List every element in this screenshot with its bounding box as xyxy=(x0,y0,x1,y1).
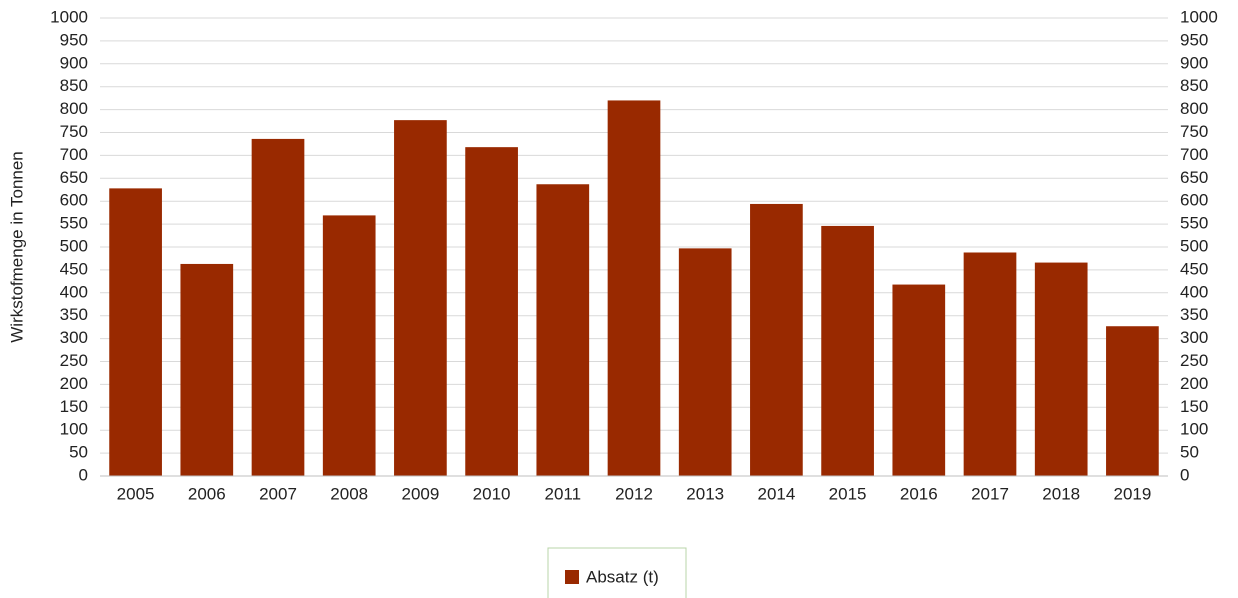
x-tick-label: 2006 xyxy=(188,484,226,503)
x-tick-label: 2019 xyxy=(1113,484,1151,503)
x-tick-label: 2017 xyxy=(971,484,1009,503)
y2-tick-label: 750 xyxy=(1180,122,1208,141)
bar xyxy=(109,188,162,476)
legend-label: Absatz (t) xyxy=(586,567,659,586)
y-tick-label: 0 xyxy=(79,465,88,484)
y-tick-label: 150 xyxy=(60,397,88,416)
bar xyxy=(892,284,946,476)
y-tick-label: 350 xyxy=(60,305,88,324)
bar xyxy=(465,147,518,476)
y2-tick-label: 0 xyxy=(1180,465,1189,484)
y2-tick-label: 350 xyxy=(1180,305,1208,324)
y2-tick-label: 500 xyxy=(1180,236,1208,255)
bar xyxy=(607,100,661,476)
y2-tick-label: 150 xyxy=(1180,397,1208,416)
y-tick-label: 900 xyxy=(60,53,88,72)
x-tick-label: 2010 xyxy=(473,484,511,503)
bar xyxy=(1034,262,1088,476)
x-tick-label: 2015 xyxy=(829,484,867,503)
y2-tick-label: 900 xyxy=(1180,53,1208,72)
y2-tick-label: 400 xyxy=(1180,282,1208,301)
bar xyxy=(180,263,234,476)
legend-swatch xyxy=(565,570,579,584)
bar xyxy=(251,138,305,477)
y-tick-label: 600 xyxy=(60,191,88,210)
y-tick-label: 50 xyxy=(69,443,88,462)
x-tick-label: 2013 xyxy=(686,484,724,503)
y2-tick-label: 950 xyxy=(1180,30,1208,49)
y2-tick-label: 700 xyxy=(1180,145,1208,164)
y-tick-label: 300 xyxy=(60,328,88,347)
y2-tick-label: 850 xyxy=(1180,76,1208,95)
y-tick-label: 700 xyxy=(60,145,88,164)
y-tick-label: 450 xyxy=(60,259,88,278)
y2-tick-label: 800 xyxy=(1180,99,1208,118)
y2-tick-label: 50 xyxy=(1180,443,1199,462)
x-tick-label: 2014 xyxy=(757,484,795,503)
y2-tick-label: 650 xyxy=(1180,168,1208,187)
x-tick-label: 2012 xyxy=(615,484,653,503)
y-tick-label: 400 xyxy=(60,282,88,301)
y2-tick-label: 550 xyxy=(1180,214,1208,233)
bar xyxy=(821,225,874,476)
x-tick-label: 2009 xyxy=(401,484,439,503)
y2-tick-label: 200 xyxy=(1180,374,1208,393)
y-tick-label: 100 xyxy=(60,420,88,439)
y2-tick-label: 300 xyxy=(1180,328,1208,347)
x-tick-label: 2005 xyxy=(117,484,155,503)
bar xyxy=(536,184,590,476)
y-tick-label: 850 xyxy=(60,76,88,95)
y2-tick-label: 600 xyxy=(1180,191,1208,210)
x-tick-label: 2016 xyxy=(900,484,938,503)
y-tick-label: 750 xyxy=(60,122,88,141)
x-tick-label: 2011 xyxy=(545,484,582,503)
bar xyxy=(750,203,803,476)
y-tick-label: 1000 xyxy=(50,7,88,26)
y2-tick-label: 100 xyxy=(1180,420,1208,439)
x-tick-label: 2007 xyxy=(259,484,297,503)
y-tick-label: 800 xyxy=(60,99,88,118)
bar xyxy=(963,252,1017,476)
y2-tick-label: 450 xyxy=(1180,259,1208,278)
x-tick-label: 2008 xyxy=(330,484,368,503)
bar xyxy=(1106,326,1159,476)
x-tick-label: 2018 xyxy=(1042,484,1080,503)
y-tick-label: 250 xyxy=(60,351,88,370)
y-tick-label: 500 xyxy=(60,236,88,255)
y2-tick-label: 1000 xyxy=(1180,7,1218,26)
bar xyxy=(394,120,447,476)
y-tick-label: 650 xyxy=(60,168,88,187)
y-tick-label: 550 xyxy=(60,214,88,233)
bar xyxy=(678,248,732,476)
y-tick-label: 950 xyxy=(60,30,88,49)
bar xyxy=(322,215,376,476)
y-tick-label: 200 xyxy=(60,374,88,393)
y2-tick-label: 250 xyxy=(1180,351,1208,370)
y-axis-label: Wirkstofmenge in Tonnen xyxy=(7,151,26,343)
